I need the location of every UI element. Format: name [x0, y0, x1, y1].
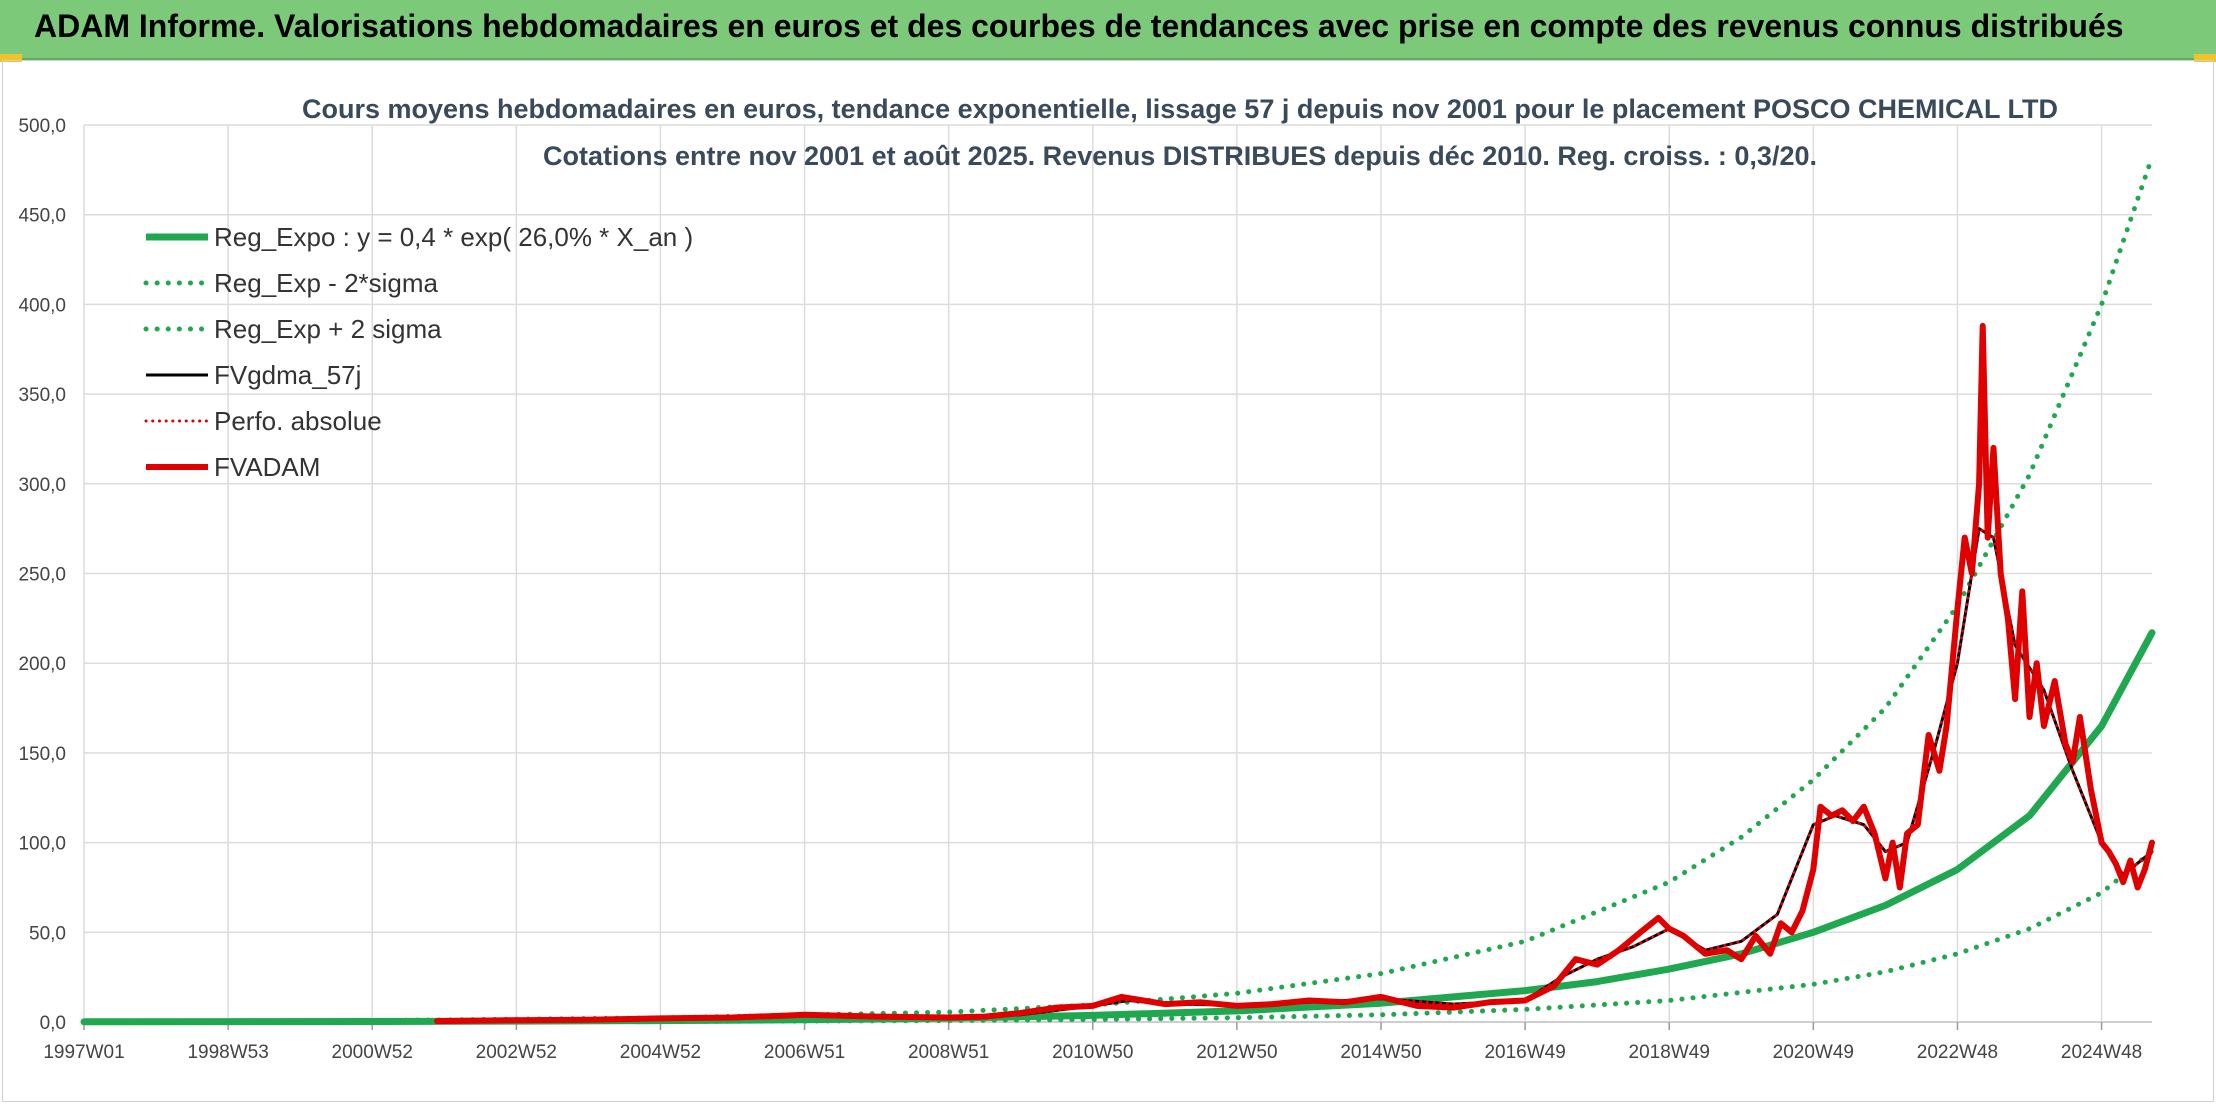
y-tick-label: 400,0 [18, 295, 66, 316]
x-tick-label: 2008W51 [908, 1042, 989, 1063]
x-tick-label: 2016W49 [1484, 1042, 1565, 1063]
chart-legend: Reg_Expo : y = 0,4 * exp( 26,0% * X_an )… [143, 222, 693, 482]
chart-grid [83, 124, 2152, 1023]
legend-label-4: FVgdma_57j [214, 360, 361, 390]
legend-label-1: Reg_Expo : y = 0,4 * exp( 26,0% * X_an ) [214, 222, 693, 252]
chart-title-line-1: Cours moyens hebdomadaires en euros, ten… [302, 94, 2058, 124]
x-tick-label: 1997W01 [43, 1042, 124, 1063]
x-tick-label: 2000W52 [332, 1042, 413, 1063]
report-banner: ADAM Informe. Valorisations hebdomadaire… [0, 0, 2216, 60]
report-title: ADAM Informe. Valorisations hebdomadaire… [34, 8, 2124, 44]
x-tick-label: 2014W50 [1340, 1042, 1421, 1063]
chart-title-block: Cours moyens hebdomadaires en euros, ten… [302, 94, 2058, 171]
corner-marker-left [0, 54, 22, 62]
series-line-6 [434, 322, 2155, 1025]
y-tick-label: 150,0 [18, 744, 66, 765]
corner-marker-right [2194, 54, 2216, 62]
x-tick-label: 2006W51 [764, 1042, 845, 1063]
y-tick-label: 50,0 [29, 923, 66, 944]
x-axis: 1997W01 1998W53 2000W52 2002W52 2004W52 2006W… [43, 1022, 2142, 1063]
y-tick-label: 350,0 [18, 385, 66, 406]
series-line-4 [435, 527, 2154, 1023]
x-tick-label: 2022W48 [1917, 1042, 1998, 1063]
x-tick-label: 2010W50 [1052, 1042, 1133, 1063]
x-tick-label: 2020W49 [1773, 1042, 1854, 1063]
chart-frame [2, 60, 2214, 1102]
legend-label-6: FVADAM [214, 452, 320, 482]
y-tick-label: 250,0 [18, 565, 66, 586]
series-line-1 [80, 629, 2156, 1026]
chart-title-line-2: Cotations entre nov 2001 et août 2025. R… [543, 141, 1817, 171]
y-tick-label: 500,0 [18, 116, 66, 137]
series-line-2 [81, 849, 2155, 1025]
legend-label-2: Reg_Exp - 2*sigma [214, 268, 439, 298]
x-tick-label: 1998W53 [187, 1042, 268, 1063]
y-axis: 0,0 50,0 100,0 150,0 200,0 250,0 300,0 350,0 400… [18, 116, 66, 1034]
chart-series [80, 154, 2156, 1026]
y-tick-label: 200,0 [18, 654, 66, 675]
x-tick-label: 2024W48 [2061, 1042, 2142, 1063]
y-tick-label: 300,0 [18, 475, 66, 496]
legend-label-3: Reg_Exp + 2 sigma [214, 314, 442, 344]
x-tick-label: 2012W50 [1196, 1042, 1277, 1063]
series-line-5 [435, 527, 2154, 1023]
y-tick-label: 0,0 [40, 1013, 66, 1034]
x-tick-label: 2004W52 [620, 1042, 701, 1063]
y-tick-label: 100,0 [18, 834, 66, 855]
legend-label-5: Perfo. absolue [214, 406, 382, 436]
x-tick-label: 2002W52 [476, 1042, 557, 1063]
x-tick-label: 2018W49 [1629, 1042, 1710, 1063]
y-tick-label: 450,0 [18, 206, 66, 227]
